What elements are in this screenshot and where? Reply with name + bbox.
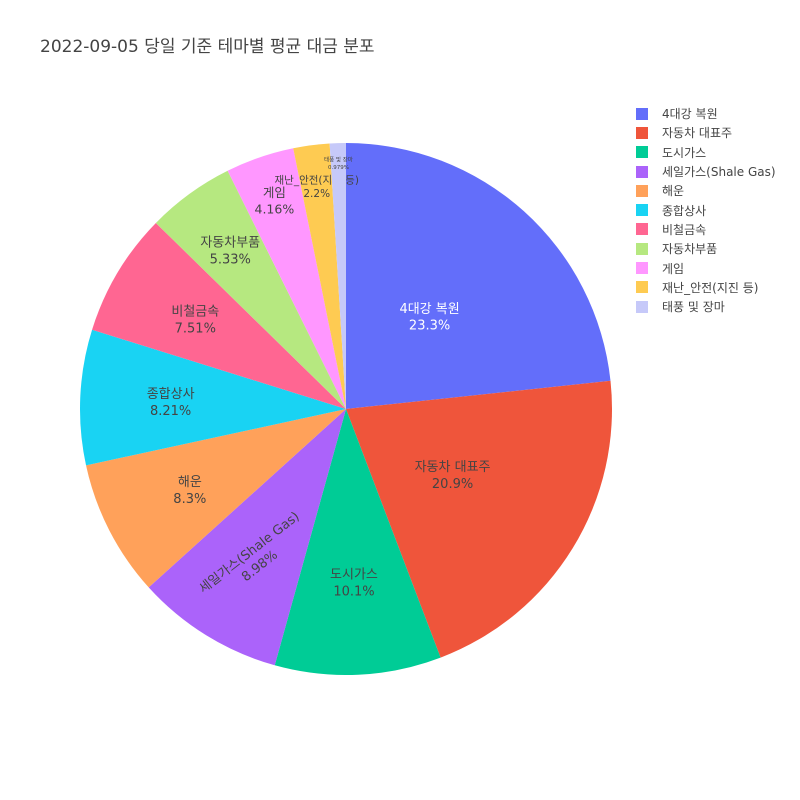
legend-item[interactable]: 자동차부품 <box>636 239 776 258</box>
slice-label: 4대강 복원 23.3% <box>399 302 459 334</box>
legend-label: 4대강 복원 <box>662 107 718 122</box>
slice-percent-label: 8.3% <box>173 492 206 507</box>
pie-slice[interactable] <box>227 148 346 409</box>
chart-title: 2022-09-05 당일 기준 테마별 평균 대금 분포 <box>40 37 375 57</box>
slice-label: 종합상사 8.21% <box>147 387 195 419</box>
legend-label: 자동차부품 <box>662 242 718 257</box>
slice-label: 해운 8.3% <box>173 475 206 507</box>
pie-slice[interactable] <box>92 222 346 409</box>
slice-percent-label: 2.2% <box>303 188 330 200</box>
slice-category-label: 비철금속 <box>171 305 219 320</box>
legend-label: 도시가스 <box>662 145 707 160</box>
legend-swatch <box>636 262 648 275</box>
pie-slice[interactable] <box>346 143 611 409</box>
slice-category-label: 태풍 및 장마 <box>324 156 353 164</box>
pie-slice[interactable] <box>346 380 613 658</box>
legend-swatch <box>636 281 648 294</box>
slice-category-label: 도시가스 <box>330 567 378 582</box>
slice-category-label: 해운 <box>178 475 202 490</box>
pie-slice[interactable] <box>86 409 347 588</box>
legend-swatch <box>636 300 648 313</box>
slice-category-label: 자동차 대표주 <box>415 460 491 475</box>
slice-percent-label: 20.9% <box>432 477 473 492</box>
pie-slice[interactable] <box>80 329 347 466</box>
slice-label: 비철금속 7.51% <box>171 305 219 337</box>
legend-swatch <box>636 126 648 139</box>
slice-category-label: 자동차부품 <box>200 236 260 251</box>
legend-item[interactable]: 종합상사 <box>636 200 776 219</box>
slice-percent-label: 4.16% <box>254 201 294 216</box>
legend-item[interactable]: 게임 <box>636 258 776 277</box>
legend-item[interactable]: 태풍 및 장마 <box>636 297 776 316</box>
slice-category-label: 게임 <box>263 185 286 200</box>
pie-slice[interactable] <box>148 409 346 666</box>
slice-category-label: 종합상사 <box>147 387 195 402</box>
slice-category-label: 4대강 복원 <box>399 302 459 317</box>
legend-swatch <box>636 184 648 197</box>
legend-label: 자동차 대표주 <box>662 126 733 141</box>
legend-swatch <box>636 223 648 236</box>
legend-item[interactable]: 자동차 대표주 <box>636 123 776 142</box>
legend-item[interactable]: 4대강 복원 <box>636 104 776 123</box>
legend-item[interactable]: 재난_안전(지진 등) <box>636 278 776 297</box>
slice-percent-label: 0.979% <box>328 165 349 171</box>
pie-slice[interactable] <box>155 170 346 409</box>
legend-label: 해운 <box>662 184 685 199</box>
legend-swatch <box>636 242 648 255</box>
legend-label: 재난_안전(지진 등) <box>662 280 759 295</box>
legend-item[interactable]: 해운 <box>636 181 776 200</box>
slice-percent-label: 10.1% <box>333 584 374 599</box>
pie-slice[interactable] <box>274 409 441 675</box>
legend-swatch <box>636 146 648 159</box>
slice-label: 자동차 대표주 20.9% <box>415 460 491 492</box>
legend-label: 종합상사 <box>662 203 707 218</box>
legend-item[interactable]: 비철금속 <box>636 220 776 239</box>
slice-percent-label: 23.3% <box>409 319 450 334</box>
slice-label: 도시가스 10.1% <box>330 567 378 599</box>
legend-swatch <box>636 165 648 178</box>
legend-label: 세일가스(Shale Gas) <box>662 165 776 180</box>
legend-label: 게임 <box>662 261 685 276</box>
slice-percent-label: 7.51% <box>175 322 216 337</box>
slice-percent-label: 8.21% <box>150 404 191 419</box>
legend-item[interactable]: 도시가스 <box>636 143 776 162</box>
pie-slice[interactable] <box>329 143 346 409</box>
slice-label: 태풍 및 장마0.979% <box>324 156 353 171</box>
slice-percent-label: 5.33% <box>210 252 251 267</box>
slice-category-label: 재난_안전(지진 등) <box>275 175 359 187</box>
pie-slice[interactable] <box>293 143 346 409</box>
legend-label: 비철금속 <box>662 222 707 237</box>
slice-label: 게임4.16% <box>254 185 294 216</box>
legend-item[interactable]: 세일가스(Shale Gas) <box>636 162 776 181</box>
legend-label: 태풍 및 장마 <box>662 300 725 315</box>
legend-swatch <box>636 107 648 120</box>
legend-swatch <box>636 204 648 217</box>
